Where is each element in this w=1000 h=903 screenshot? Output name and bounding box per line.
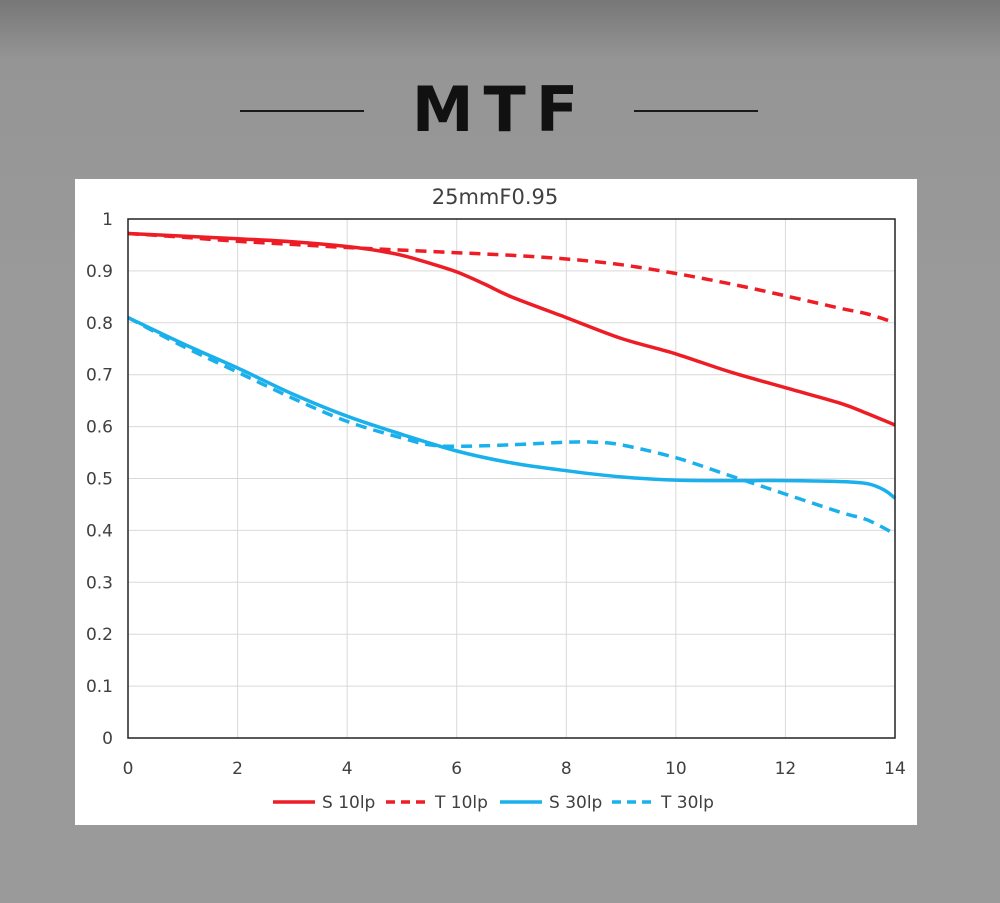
- y-tick-label: 0.9: [86, 262, 113, 282]
- x-axis-ticks: 0 2 4 6 8 10 12 14: [123, 759, 906, 779]
- chart-panel: 25mmF0.95 0 0.1 0.2 0.3 0.4 0.5 0.6 0.7 0.8 0.9 1 …: [75, 179, 917, 825]
- page-header: MTF: [0, 70, 1000, 150]
- title-rule-right: [634, 110, 758, 112]
- y-tick-label: 1: [102, 210, 113, 230]
- y-axis-ticks: 0 0.1 0.2 0.3 0.4 0.5 0.6 0.7 0.8 0.9 1: [86, 210, 113, 749]
- series-line-t-10lp: [127, 231, 896, 325]
- legend-label: S 30lp: [549, 793, 602, 813]
- legend: S 10lp T 10lp S 30lp T 30lp: [273, 793, 714, 813]
- x-tick-label: 12: [775, 759, 797, 779]
- series-lines: [127, 231, 897, 536]
- x-tick-label: 14: [884, 759, 906, 779]
- mtf-chart: 25mmF0.95 00.10.20.30.40.50.60.70.80.91 …: [86, 185, 906, 813]
- series-line-s-10lp: [127, 231, 896, 427]
- y-tick-label: 0.2: [86, 625, 113, 645]
- y-tick-label: 0.5: [86, 470, 113, 490]
- plot-frame: [127, 218, 896, 739]
- y-tick-label: 0: [102, 729, 113, 749]
- x-tick-label: 0: [123, 759, 134, 779]
- y-tick-label: 0.4: [86, 521, 113, 541]
- legend-label: T 30lp: [660, 793, 714, 813]
- y-tick-label: 0.6: [86, 418, 113, 438]
- y-tick-label: 0.7: [86, 366, 113, 386]
- y-tick-label: 0.3: [86, 573, 113, 593]
- chart-title: 25mmF0.95: [432, 185, 558, 209]
- y-tick-label: 0.1: [86, 677, 113, 697]
- x-tick-label: 10: [665, 759, 687, 779]
- series-line-s-30lp: [127, 316, 897, 500]
- series-line-t-30lp: [127, 316, 896, 536]
- legend-label: S 10lp: [322, 793, 375, 813]
- page-title: MTF: [411, 73, 589, 146]
- x-tick-label: 2: [232, 759, 243, 779]
- x-tick-label: 6: [451, 759, 462, 779]
- x-tick-label: 4: [342, 759, 353, 779]
- title-rule-left: [240, 110, 364, 112]
- y-tick-label: 0.8: [86, 314, 113, 334]
- legend-label: T 10lp: [434, 793, 488, 813]
- x-tick-label: 8: [561, 759, 572, 779]
